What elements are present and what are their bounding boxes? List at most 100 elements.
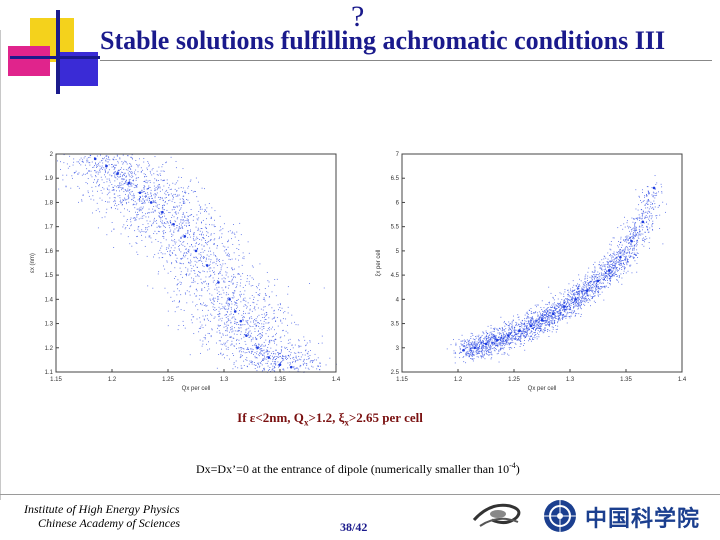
scatter-dot	[177, 195, 179, 197]
scatter-dot	[114, 176, 116, 178]
scatter-dot	[114, 167, 116, 168]
scatter-dot	[254, 368, 256, 370]
scatter-dot	[99, 211, 101, 213]
scatter-dot	[129, 180, 130, 182]
scatter-dot	[107, 201, 109, 203]
scatter-dot	[218, 310, 220, 312]
scatter-dot	[180, 207, 182, 209]
scatter-dot	[508, 339, 510, 341]
scatter-dot	[226, 302, 228, 304]
scatter-dot	[525, 312, 527, 314]
scatter-dot	[609, 276, 611, 278]
scatter-dot	[570, 311, 572, 313]
scatter-dot	[243, 258, 245, 260]
scatter-dot	[470, 344, 472, 346]
scatter-dot	[274, 366, 276, 368]
scatter-dot	[189, 230, 191, 232]
scatter-dot	[522, 334, 524, 336]
scatter-dot	[472, 350, 474, 352]
scatter-dot	[237, 259, 239, 261]
scatter-dot	[597, 290, 599, 292]
scatter-dot	[179, 228, 181, 229]
scatter-dot	[182, 257, 184, 259]
scatter-dot	[532, 323, 534, 325]
scatter-dot	[300, 359, 302, 361]
scatter-dot	[630, 232, 632, 234]
scatter-dot	[594, 292, 596, 294]
scatter-dot	[234, 301, 236, 303]
scatter-dot	[487, 349, 489, 351]
scatter-dot	[169, 184, 171, 186]
scatter-dot	[467, 346, 469, 348]
scatter-dot	[142, 202, 144, 204]
scatter-dot	[195, 177, 197, 179]
scatter-dot	[175, 254, 177, 256]
scatter-dot	[124, 208, 125, 210]
scatter-dot	[524, 335, 526, 337]
scatter-dot	[626, 239, 628, 241]
scatter-dot	[600, 286, 602, 287]
scatter-dot	[155, 202, 157, 203]
scatter-dot	[137, 226, 139, 228]
scatter-dot	[531, 317, 533, 319]
scatter-dot	[233, 362, 235, 364]
scatter-dot	[484, 338, 486, 340]
scatter-dot	[537, 318, 539, 320]
scatter-dot	[540, 307, 542, 308]
scatter-dot	[129, 166, 131, 168]
scatter-dot	[172, 195, 174, 197]
scatter-dot	[158, 208, 160, 209]
scatter-dot	[491, 337, 493, 339]
scatter-dot	[634, 253, 636, 255]
scatter-dot	[517, 314, 519, 316]
scatter-dot	[156, 180, 158, 182]
scatter-dot	[101, 192, 103, 194]
scatter-dot	[187, 215, 189, 217]
scatter-dot	[125, 176, 127, 178]
scatter-dot	[118, 176, 120, 178]
scatter-dot	[595, 290, 597, 291]
scatter-dot	[160, 242, 162, 244]
scatter-dot	[626, 252, 628, 254]
scatter-dot	[590, 277, 592, 279]
scatter-dot	[511, 335, 512, 337]
data-point	[652, 186, 656, 190]
scatter-dot	[531, 321, 533, 323]
scatter-dot	[190, 259, 191, 261]
scatter-dot	[475, 352, 477, 353]
scatter-dot	[513, 315, 514, 317]
scatter-dot	[202, 315, 204, 317]
scatter-dot	[236, 286, 238, 288]
scatter-dot	[601, 273, 603, 275]
scatter-dot	[495, 338, 497, 340]
scatter-dot	[575, 303, 576, 305]
scatter-dot	[178, 187, 180, 189]
scatter-dot	[290, 363, 292, 365]
scatter-dot	[234, 330, 236, 332]
scatter-dot	[161, 245, 163, 247]
scatter-dot	[527, 335, 529, 337]
scatter-dot	[242, 348, 244, 349]
scatter-dot	[219, 313, 221, 315]
scatter-dot	[250, 316, 252, 318]
scatter-dot	[617, 270, 619, 272]
scatter-dot	[258, 283, 260, 285]
scatter-dot	[625, 238, 627, 240]
scatter-dot	[546, 312, 548, 314]
scatter-dot	[556, 318, 558, 319]
scatter-dot	[213, 252, 215, 254]
scatter-dot	[555, 329, 557, 331]
scatter-dot	[535, 334, 537, 335]
scatter-dot	[568, 303, 570, 305]
scatter-dot	[571, 310, 573, 312]
scatter-dot	[618, 268, 620, 270]
scatter-dot	[595, 280, 597, 281]
scatter-dot	[654, 195, 656, 197]
scatter-dot	[196, 304, 198, 305]
scatter-dot	[599, 288, 601, 290]
scatter-dot	[488, 339, 490, 341]
scatter-dot	[210, 239, 212, 241]
scatter-dot	[213, 297, 215, 299]
scatter-dot	[298, 345, 300, 347]
scatter-dot	[166, 179, 168, 181]
